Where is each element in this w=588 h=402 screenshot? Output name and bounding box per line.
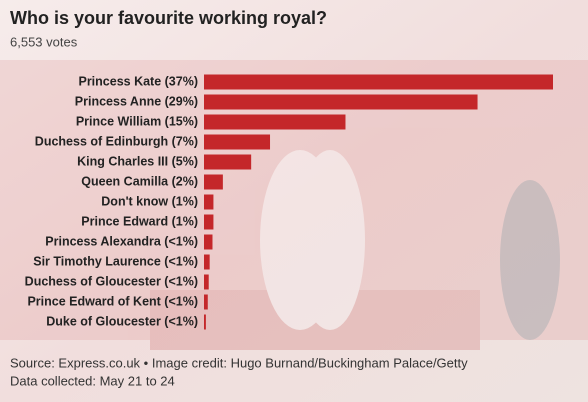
background-photo [0, 60, 588, 350]
category-label: Don't know (1%) [101, 194, 198, 208]
bar [204, 214, 214, 230]
category-label: King Charles III (5%) [77, 154, 198, 168]
bar [204, 254, 210, 270]
category-label: Prince Edward (1%) [81, 214, 198, 228]
bar [204, 134, 271, 150]
bar [204, 314, 206, 330]
category-label: Duchess of Gloucester (<1%) [25, 274, 198, 288]
bar [204, 74, 553, 90]
bar [204, 174, 223, 190]
bar [204, 154, 252, 170]
note: Data collected: May 21 to 24 [10, 373, 175, 388]
bar [204, 234, 213, 250]
category-label: Duke of Gloucester (<1%) [46, 314, 198, 328]
category-label: Princess Kate (37%) [78, 74, 198, 88]
category-label: Prince Edward of Kent (<1%) [27, 294, 198, 308]
bar [204, 94, 478, 110]
bar [204, 274, 209, 290]
category-label: Prince William (15%) [76, 114, 198, 128]
bar [204, 114, 346, 130]
category-label: Duchess of Edinburgh (7%) [35, 134, 198, 148]
bar [204, 194, 214, 210]
category-label: Sir Timothy Laurence (<1%) [33, 254, 198, 268]
category-label: Princess Anne (29%) [75, 94, 198, 108]
chart-title: Who is your favourite working royal? [10, 8, 327, 28]
category-label: Princess Alexandra (<1%) [45, 234, 198, 248]
category-label: Queen Camilla (2%) [81, 174, 198, 188]
chart-subtitle: 6,553 votes [10, 34, 78, 49]
bar [204, 294, 208, 310]
source: Source: Express.co.uk • Image credit: Hu… [10, 355, 468, 370]
